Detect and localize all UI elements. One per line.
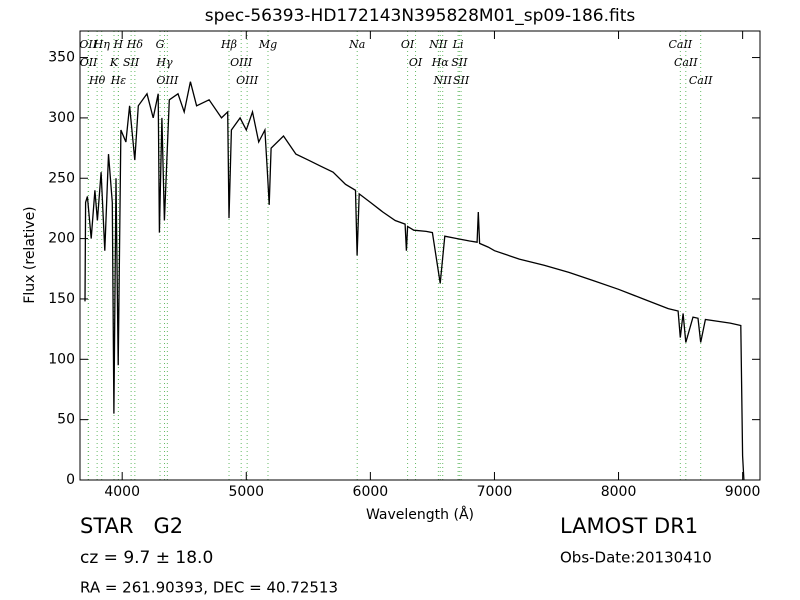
line-label: OII: [80, 56, 98, 69]
line-label: Na: [348, 38, 365, 51]
y-tick-label: 0: [66, 472, 75, 488]
redshift: cz = 9.7 ± 18.0: [80, 548, 213, 568]
line-label: SII: [453, 74, 470, 87]
y-tick-label: 50: [57, 412, 75, 428]
x-tick-label: 7000: [477, 484, 513, 500]
obs-date: Obs-Date:20130410: [560, 549, 712, 567]
plot-frame: [79, 30, 761, 481]
line-label: Li: [452, 38, 464, 51]
line-label: CaII: [668, 38, 692, 51]
line-label: OIII: [156, 74, 179, 87]
line-label: OII: [79, 38, 97, 51]
line-label: NII: [428, 38, 448, 51]
coordinates: RA = 261.90393, DEC = 40.72513: [80, 579, 338, 597]
y-tick-label: 200: [48, 231, 75, 247]
survey: LAMOST DR1: [560, 514, 698, 538]
x-tick-label: 9000: [725, 484, 761, 500]
y-axis-label: Flux (relative): [22, 206, 38, 303]
y-tick-label: 150: [48, 291, 75, 307]
line-label: OIII: [236, 74, 259, 87]
line-label: Hα: [431, 56, 450, 69]
chart-title: spec-56393-HD172143N395828M01_sp09-186.f…: [205, 6, 636, 26]
y-tick-label: 350: [48, 50, 75, 66]
line-label: K: [109, 56, 119, 69]
line-label: SII: [123, 56, 140, 69]
line-label: Hδ: [126, 38, 144, 51]
y-tick-label: 250: [48, 170, 75, 186]
line-label: CaII: [689, 74, 713, 87]
x-tick-label: 4000: [104, 484, 140, 500]
object-class: STAR G2: [80, 514, 183, 538]
line-label: CaII: [674, 56, 698, 69]
line-label: OI: [409, 56, 423, 69]
x-tick-label: 6000: [353, 484, 389, 500]
line-label: OI: [401, 38, 415, 51]
spectrum-line: [84, 81, 745, 481]
line-label: H: [113, 38, 124, 51]
line-label: Hγ: [155, 56, 173, 69]
line-label: Hθ: [88, 74, 106, 87]
line-label: OIII: [230, 56, 253, 69]
line-label: G: [156, 38, 165, 51]
x-tick-label: 5000: [228, 484, 264, 500]
line-label: Hη: [93, 38, 111, 51]
x-tick-label: 8000: [601, 484, 637, 500]
line-label: NII: [433, 74, 453, 87]
line-label: Hβ: [220, 38, 237, 51]
line-label: SII: [451, 56, 468, 69]
line-label: Hε: [110, 74, 127, 87]
y-tick-label: 300: [48, 110, 75, 126]
x-axis-label: Wavelength (Å): [366, 506, 474, 523]
y-tick-label: 100: [48, 351, 75, 367]
line-label: Mg: [258, 38, 277, 51]
